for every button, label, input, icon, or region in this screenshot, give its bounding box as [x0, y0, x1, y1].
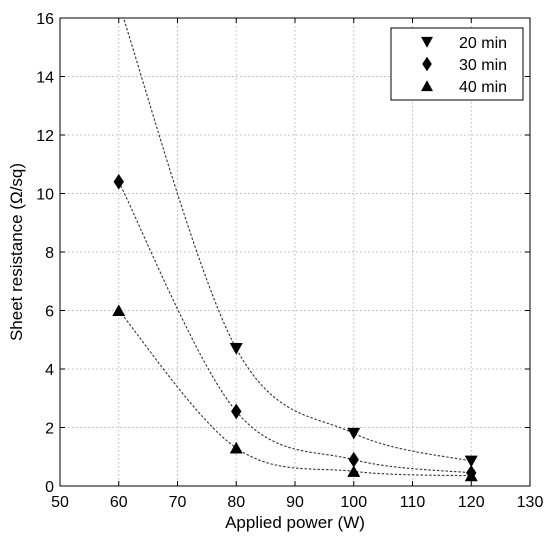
y-tick-label: 14: [36, 70, 54, 87]
fit-curve-2: [118, 310, 472, 477]
x-tick-label: 120: [458, 494, 485, 511]
y-tick-label: 12: [36, 128, 54, 145]
legend-marker-triangle-up: [421, 80, 433, 92]
legend-entry-label: 30 min: [459, 57, 507, 74]
y-tick-label: 6: [45, 304, 54, 321]
y-axis-label: Sheet resistance (Ω/sq): [7, 163, 26, 341]
fit-curve-1: [118, 181, 472, 474]
data-point-triangle-up: [464, 469, 478, 482]
x-tick-label: 60: [110, 494, 128, 511]
y-tick-label: 4: [45, 362, 54, 379]
data-point-triangle-up: [112, 304, 126, 317]
legend-entry-label: 20 min: [459, 35, 507, 52]
y-tick-label: 0: [45, 479, 54, 496]
axis-ticks: 50 60 70 80 90 100 110 120 130 0 2 4 6 8 10 12 14 16: [36, 11, 543, 511]
fit-curves: [118, 18, 472, 477]
legend-marker-diamond: [422, 56, 432, 72]
x-tick-label: 80: [227, 494, 245, 511]
x-tick-label: 50: [51, 494, 69, 511]
y-tick-label: 10: [36, 187, 54, 204]
data-point-triangle-down: [229, 343, 243, 355]
data-point-diamond: [113, 174, 124, 190]
x-tick-label: 110: [400, 494, 426, 511]
fit-curve-0: [122, 18, 472, 462]
x-tick-label: 90: [286, 494, 304, 511]
y-tick-label: 2: [45, 421, 54, 438]
y-tick-label: 16: [36, 11, 54, 28]
x-tick-label: 130: [517, 494, 544, 511]
x-tick-label: 100: [340, 494, 367, 511]
data-point-triangle-up: [347, 465, 361, 477]
data-point-diamond: [231, 403, 242, 420]
legend: 20 min 30 min 40 min: [390, 27, 524, 101]
data-point-diamond: [348, 451, 359, 468]
data-point-triangle-down: [464, 455, 478, 468]
data-point-triangle-up: [229, 441, 243, 454]
data-point-triangle-down: [347, 427, 361, 440]
y-tick-label: 8: [45, 245, 54, 262]
data-markers: [112, 174, 478, 482]
legend-marker-triangle-down: [421, 36, 433, 48]
legend-box: [390, 27, 524, 101]
x-axis-label: Applied power (W): [225, 513, 365, 532]
x-tick-label: 70: [169, 494, 187, 511]
legend-entry-label: 40 min: [459, 79, 507, 96]
